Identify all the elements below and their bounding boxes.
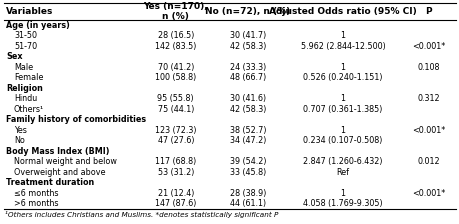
Text: 39 (54.2): 39 (54.2) xyxy=(230,157,266,166)
Text: 142 (83.5): 142 (83.5) xyxy=(155,42,196,51)
Text: 0.108: 0.108 xyxy=(417,63,439,72)
Text: Ref: Ref xyxy=(336,168,349,177)
Text: Sex: Sex xyxy=(6,52,22,61)
Text: Yes (n=170),
n (%): Yes (n=170), n (%) xyxy=(143,2,207,21)
Text: <0.001*: <0.001* xyxy=(411,42,444,51)
Text: 1: 1 xyxy=(340,31,345,40)
Text: Male: Male xyxy=(14,63,33,72)
Text: 30 (41.7): 30 (41.7) xyxy=(230,31,266,40)
Text: 44 (61.1): 44 (61.1) xyxy=(230,199,266,208)
Text: 0.234 (0.107-0.508): 0.234 (0.107-0.508) xyxy=(302,136,382,145)
Text: 28 (38.9): 28 (38.9) xyxy=(230,189,266,198)
Text: 42 (58.3): 42 (58.3) xyxy=(230,105,266,114)
Text: No (n=72), n (%): No (n=72), n (%) xyxy=(205,7,290,16)
Text: 100 (58.8): 100 (58.8) xyxy=(155,73,196,82)
Text: 51-70: 51-70 xyxy=(14,42,37,51)
Text: Adjusted Odds ratio (95% CI): Adjusted Odds ratio (95% CI) xyxy=(269,7,416,16)
Text: 1: 1 xyxy=(340,63,345,72)
Text: Treatment duration: Treatment duration xyxy=(6,178,94,187)
Text: Religion: Religion xyxy=(6,84,43,93)
Text: 75 (44.1): 75 (44.1) xyxy=(157,105,194,114)
Text: 117 (68.8): 117 (68.8) xyxy=(155,157,196,166)
Text: 0.312: 0.312 xyxy=(417,94,439,103)
Text: 1: 1 xyxy=(340,94,345,103)
Text: 33 (45.8): 33 (45.8) xyxy=(230,168,266,177)
Text: 28 (16.5): 28 (16.5) xyxy=(157,31,194,40)
Text: Yes: Yes xyxy=(14,126,27,135)
Text: Hindu: Hindu xyxy=(14,94,37,103)
Text: 31-50: 31-50 xyxy=(14,31,37,40)
Text: 53 (31.2): 53 (31.2) xyxy=(157,168,194,177)
Text: Overweight and above: Overweight and above xyxy=(14,168,105,177)
Text: ≤6 months: ≤6 months xyxy=(14,189,58,198)
Text: 4.058 (1.769-9.305): 4.058 (1.769-9.305) xyxy=(302,199,382,208)
Text: ¹Others includes Christians and Muslims. *denotes statistically significant P: ¹Others includes Christians and Muslims.… xyxy=(5,211,278,218)
Text: Body Mass Index (BMI): Body Mass Index (BMI) xyxy=(6,147,109,156)
Text: 34 (47.2): 34 (47.2) xyxy=(230,136,266,145)
Text: Age (in years): Age (in years) xyxy=(6,21,70,30)
Text: Variables: Variables xyxy=(6,7,53,16)
Text: 21 (12.4): 21 (12.4) xyxy=(157,189,194,198)
Text: 0.012: 0.012 xyxy=(417,157,439,166)
Text: 42 (58.3): 42 (58.3) xyxy=(230,42,266,51)
Text: <0.001*: <0.001* xyxy=(411,189,444,198)
Text: 1: 1 xyxy=(340,189,345,198)
Text: 95 (55.8): 95 (55.8) xyxy=(157,94,194,103)
Text: No: No xyxy=(14,136,25,145)
Text: 70 (41.2): 70 (41.2) xyxy=(157,63,194,72)
Text: 147 (87.6): 147 (87.6) xyxy=(155,199,196,208)
Text: <0.001*: <0.001* xyxy=(411,126,444,135)
Text: 5.962 (2.844-12.500): 5.962 (2.844-12.500) xyxy=(300,42,385,51)
Text: P: P xyxy=(425,7,431,16)
Text: 2.847 (1.260-6.432): 2.847 (1.260-6.432) xyxy=(302,157,382,166)
Text: >6 months: >6 months xyxy=(14,199,58,208)
Text: 0.707 (0.361-1.385): 0.707 (0.361-1.385) xyxy=(302,105,382,114)
Text: Normal weight and below: Normal weight and below xyxy=(14,157,117,166)
Text: 123 (72.3): 123 (72.3) xyxy=(155,126,196,135)
Text: 0.526 (0.240-1.151): 0.526 (0.240-1.151) xyxy=(302,73,382,82)
Text: 38 (52.7): 38 (52.7) xyxy=(230,126,266,135)
Text: Female: Female xyxy=(14,73,43,82)
Text: 30 (41.6): 30 (41.6) xyxy=(230,94,266,103)
Text: Others¹: Others¹ xyxy=(14,105,44,114)
Text: 24 (33.3): 24 (33.3) xyxy=(230,63,266,72)
Text: 1: 1 xyxy=(340,126,345,135)
Text: Family history of comorbidities: Family history of comorbidities xyxy=(6,115,146,124)
Text: 47 (27.6): 47 (27.6) xyxy=(157,136,194,145)
Text: 48 (66.7): 48 (66.7) xyxy=(230,73,266,82)
